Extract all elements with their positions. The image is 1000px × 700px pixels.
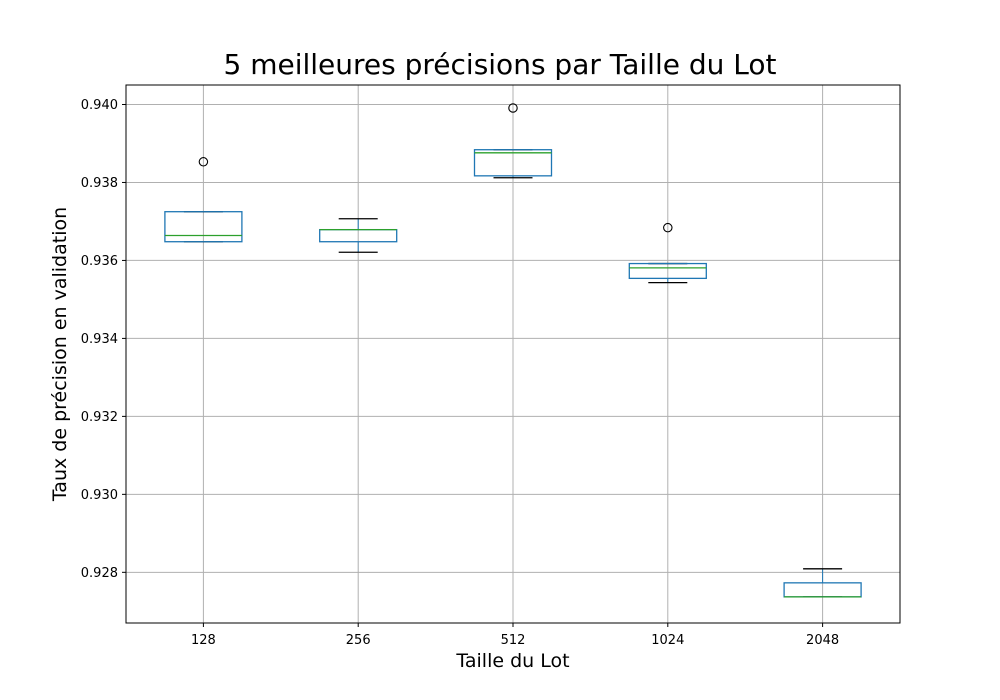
x-tick-label: 2048 [806, 633, 839, 648]
box [164, 211, 243, 243]
box [628, 262, 707, 280]
outlier-point [663, 222, 673, 233]
y-tick-label: 0.928 [81, 566, 118, 581]
chart-title: 5 meilleures précisions par Taille du Lo… [223, 48, 777, 81]
y-tick-label: 0.934 [81, 332, 118, 347]
axes-frame [125, 84, 901, 624]
y-tick-label: 0.940 [81, 98, 118, 113]
x-axis-label: Taille du Lot [456, 650, 570, 672]
x-tick-label: 512 [501, 633, 526, 648]
y-tick-label: 0.932 [81, 410, 118, 425]
y-axis-label: Taux de précision en validation [49, 206, 71, 502]
box [473, 149, 553, 177]
y-tick-label: 0.930 [81, 488, 118, 503]
y-tick-label: 0.938 [81, 176, 118, 191]
x-tick-label: 256 [346, 633, 371, 648]
outlier-point [508, 103, 518, 113]
x-tick-label: 1024 [651, 633, 684, 648]
outlier-point [198, 157, 209, 167]
x-tick-label: 128 [191, 633, 216, 648]
y-tick-label: 0.936 [81, 254, 118, 269]
